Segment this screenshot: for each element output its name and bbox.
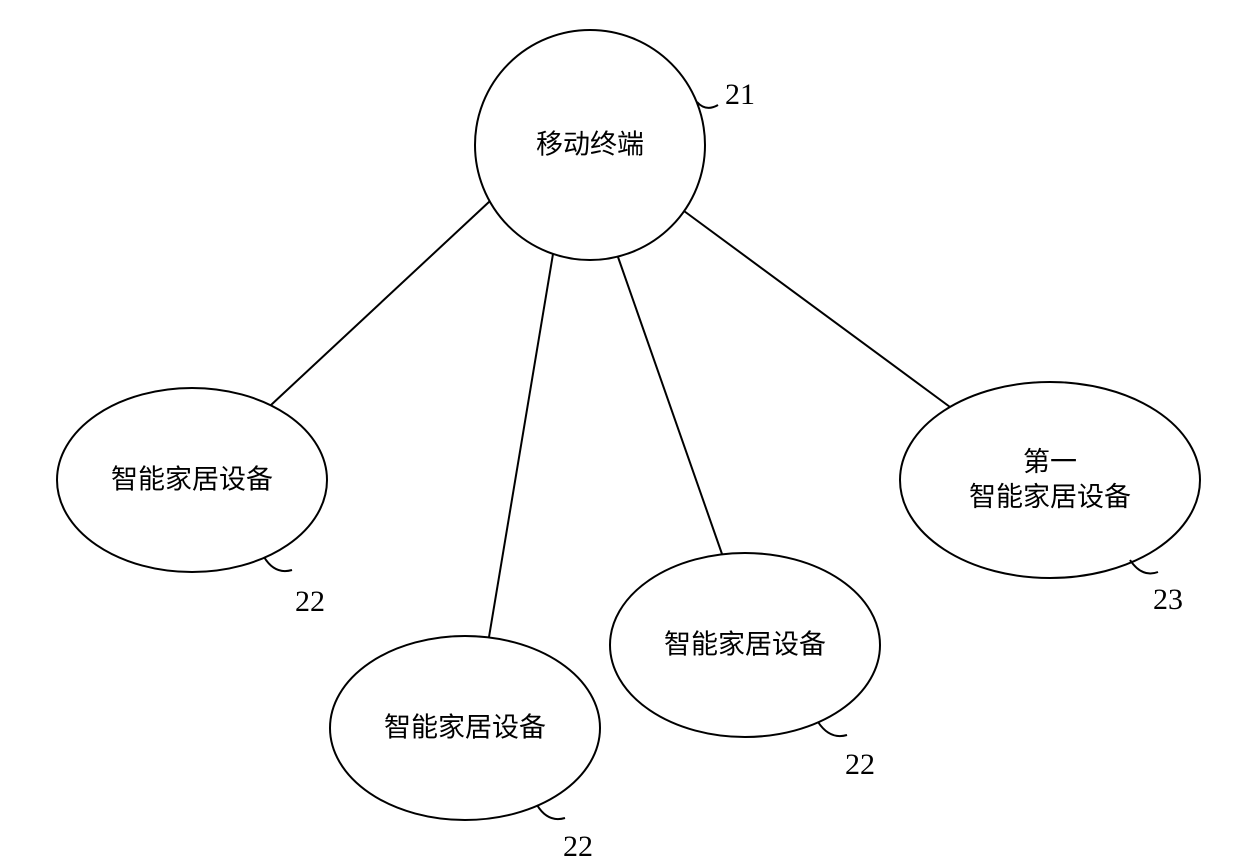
callout-tick-terminal bbox=[697, 102, 718, 108]
network-diagram bbox=[0, 0, 1240, 849]
callout-tick-device3 bbox=[818, 722, 847, 736]
node-device3 bbox=[610, 553, 880, 737]
edge-0 bbox=[271, 201, 490, 405]
callout-tick-device2 bbox=[537, 805, 565, 819]
ref-label-device1: 22 bbox=[295, 585, 325, 619]
callout-tick-device1 bbox=[264, 557, 292, 571]
node-device1 bbox=[57, 388, 327, 572]
edge-3 bbox=[684, 211, 950, 407]
ref-label-device4: 23 bbox=[1153, 583, 1183, 617]
edge-2 bbox=[618, 257, 722, 554]
ref-label-device2: 22 bbox=[563, 830, 593, 864]
edge-1 bbox=[489, 254, 553, 637]
ref-label-terminal: 21 bbox=[725, 78, 755, 112]
ref-label-device3: 22 bbox=[845, 748, 875, 782]
node-device4 bbox=[900, 382, 1200, 578]
node-terminal bbox=[475, 30, 705, 260]
node-device2 bbox=[330, 636, 600, 820]
